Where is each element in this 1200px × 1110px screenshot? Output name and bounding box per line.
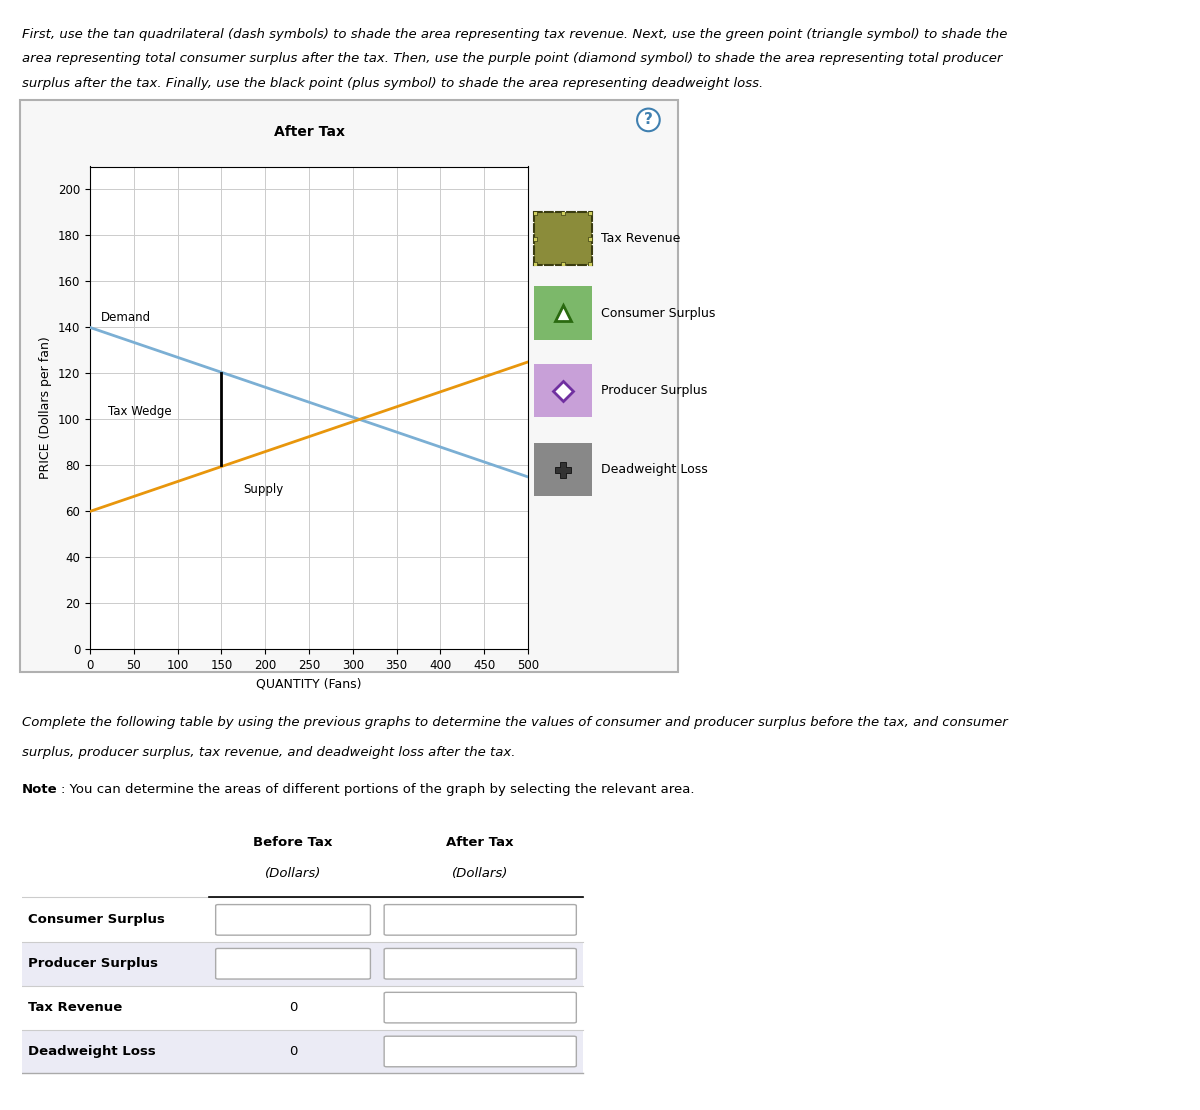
Text: Producer Surplus: Producer Surplus — [601, 384, 708, 397]
FancyBboxPatch shape — [384, 992, 576, 1023]
Text: After Tax: After Tax — [446, 836, 514, 849]
Text: 0: 0 — [289, 1001, 298, 1015]
Text: Tax Wedge: Tax Wedge — [108, 405, 172, 417]
X-axis label: QUANTITY (Fans): QUANTITY (Fans) — [257, 677, 361, 690]
Text: Complete the following table by using the previous graphs to determine the value: Complete the following table by using th… — [22, 716, 1007, 729]
Text: Tax Revenue: Tax Revenue — [28, 1001, 122, 1015]
Text: : You can determine the areas of different portions of the graph by selecting th: : You can determine the areas of differe… — [61, 783, 695, 796]
Bar — [22, 986, 583, 1030]
Text: After Tax: After Tax — [274, 124, 344, 139]
Text: Producer Surplus: Producer Surplus — [28, 957, 158, 970]
Bar — [22, 898, 583, 941]
Bar — [22, 1030, 583, 1073]
Bar — [22, 941, 583, 986]
Text: Tax Revenue: Tax Revenue — [601, 232, 680, 245]
Text: Before Tax: Before Tax — [253, 836, 332, 849]
Text: (Dollars): (Dollars) — [452, 867, 509, 880]
Text: ?: ? — [644, 112, 653, 128]
FancyBboxPatch shape — [384, 948, 576, 979]
Text: 0: 0 — [289, 1045, 298, 1058]
Text: Note: Note — [22, 783, 58, 796]
FancyBboxPatch shape — [216, 948, 371, 979]
Text: Consumer Surplus: Consumer Surplus — [28, 914, 164, 927]
Text: Demand: Demand — [101, 311, 151, 323]
FancyBboxPatch shape — [384, 905, 576, 935]
Text: Deadweight Loss: Deadweight Loss — [28, 1045, 156, 1058]
Text: First, use the tan quadrilateral (dash symbols) to shade the area representing t: First, use the tan quadrilateral (dash s… — [22, 28, 1007, 41]
Text: surplus after the tax. Finally, use the black point (plus symbol) to shade the a: surplus after the tax. Finally, use the … — [22, 77, 763, 90]
Text: (Dollars): (Dollars) — [265, 867, 322, 880]
FancyBboxPatch shape — [216, 905, 371, 935]
Text: area representing total consumer surplus after the tax. Then, use the purple poi: area representing total consumer surplus… — [22, 52, 1002, 65]
Text: Supply: Supply — [244, 483, 283, 496]
Text: Deadweight Loss: Deadweight Loss — [601, 463, 708, 476]
FancyBboxPatch shape — [384, 1037, 576, 1067]
Text: Consumer Surplus: Consumer Surplus — [601, 306, 715, 320]
Text: surplus, producer surplus, tax revenue, and deadweight loss after the tax.: surplus, producer surplus, tax revenue, … — [22, 746, 515, 759]
Y-axis label: PRICE (Dollars per fan): PRICE (Dollars per fan) — [40, 336, 53, 480]
